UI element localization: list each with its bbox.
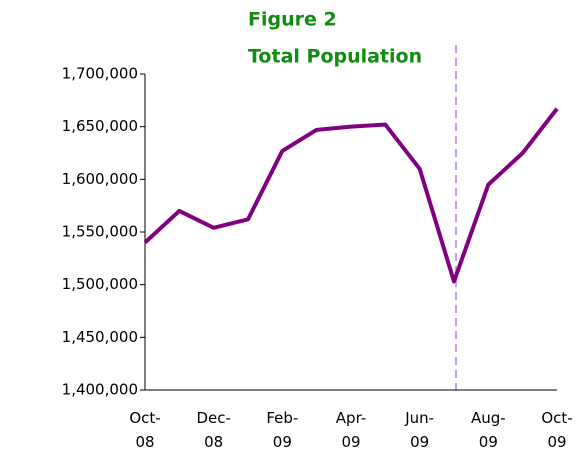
y-tick-label: 1,450,000 (62, 328, 138, 346)
x-tick-label: Apr-09 (336, 409, 366, 451)
y-tick-label: 1,700,000 (62, 65, 138, 83)
y-tick-label: 1,400,000 (62, 381, 138, 399)
chart-title: Figure 2 (248, 9, 337, 31)
chart-subtitle: Total Population (248, 46, 422, 68)
y-tick-label: 1,650,000 (62, 117, 138, 135)
y-tick-label: 1,550,000 (62, 223, 138, 241)
x-tick-label: Oct-09 (541, 409, 572, 451)
x-tick-label: Aug-09 (471, 409, 506, 451)
y-tick-label: 1,600,000 (62, 170, 138, 188)
data-line (143, 107, 559, 284)
x-tick-label: Jun-09 (404, 409, 434, 451)
y-tick-label: 1,500,000 (62, 275, 138, 293)
x-tick-label: Dec-08 (196, 409, 230, 451)
x-tick-label: Feb-09 (266, 409, 298, 451)
x-tick-label: Oct-08 (129, 409, 160, 451)
